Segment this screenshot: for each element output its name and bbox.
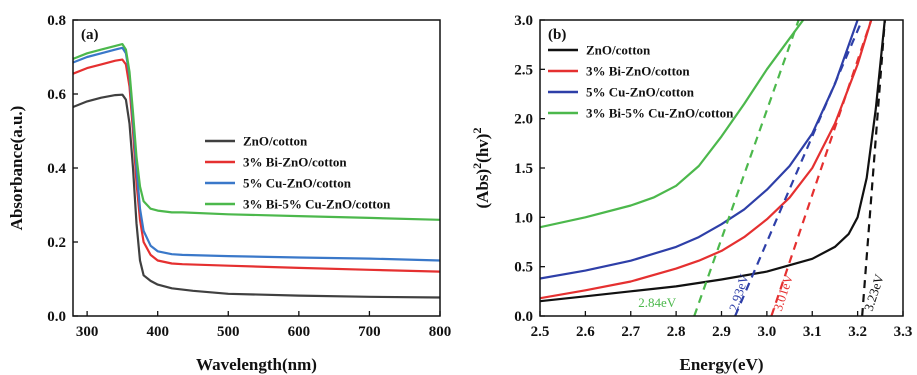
- a-y-tick-label: 0.6: [47, 87, 66, 103]
- b-tangent-line-3-23ev: [861, 20, 886, 316]
- a-series-line-zno-cotton: [73, 93, 440, 299]
- a-y-tick-label: 0.4: [47, 161, 66, 177]
- a-x-tick-label: 700: [358, 324, 381, 340]
- a-y-tick-label: 0.2: [47, 235, 66, 251]
- b-series-line-3pct-bi-5pct-cu-zno-cotton: [540, 20, 805, 229]
- b-x-tick-label: 3.0: [758, 324, 777, 340]
- a-series-line-3pct-bi-zno-cotton: [73, 58, 440, 273]
- a-series-line-3pct-bi-5pct-cu-zno-cotton: [73, 42, 440, 221]
- a-legend-label-5pct-cu-zno-cotton: 5% Cu-ZnO/cotton: [243, 176, 352, 191]
- a-x-tick-label: 600: [288, 324, 311, 340]
- a-y-tick-label: 0.0: [47, 309, 66, 325]
- b-series-line-zno-cotton: [540, 20, 886, 303]
- a-x-tick-label: 300: [76, 324, 99, 340]
- a-x-tick-label: 800: [429, 324, 452, 340]
- panel-a-legend: ZnO/cotton 3% Bi-ZnO/cotton 5% Cu-ZnO/cott…: [205, 134, 391, 212]
- b-tangent-line-3-01ev: [770, 20, 873, 316]
- b-x-tick-label: 3.1: [803, 324, 822, 340]
- panel-a-series: [73, 42, 440, 299]
- b-y-tick-label: 1.5: [514, 161, 533, 177]
- panel-b-y-ticks: 0.0 0.5 1.0 1.5 2.0 2.5 3.0: [514, 13, 545, 325]
- b-legend-label-5pct-cu-zno-cotton: 5% Cu-ZnO/cotton: [586, 85, 695, 100]
- panel-b-x-axis-title: Energy(eV): [679, 355, 763, 374]
- panel-a-y-axis-title: Absorbance(a.u.): [7, 106, 26, 231]
- panel-b-label: (b): [548, 27, 566, 43]
- panel-a-x-ticks: 300 400 500 600 700 800: [76, 311, 451, 340]
- b-bandgap-annotation-3-01ev: 3.01eV: [770, 272, 796, 313]
- b-tangent-line-2-93ev: [734, 20, 864, 316]
- b-y-tick-label: 2.5: [514, 62, 533, 78]
- b-y-tick-label: 0.0: [514, 309, 533, 325]
- b-x-tick-label: 2.8: [667, 324, 686, 340]
- panel-b-series: [540, 20, 886, 303]
- panel-a-label: (a): [81, 27, 99, 43]
- panel-b-x-ticks: 2.5 2.6 2.7 2.8 2.9 3.0 3.1 3.2 3.3: [531, 311, 913, 340]
- b-y-tick-label: 0.5: [514, 260, 533, 276]
- panel-a-chart: 300 400 500 600 700 800 0.0 0.2 0.4 0.6 0.8 ZnO/c…: [7, 13, 451, 374]
- panel-b-y-axis-title: (Abs)2(hv)2: [470, 128, 492, 209]
- a-legend-label-zno-cotton: ZnO/cotton: [243, 134, 308, 149]
- b-series-line-5pct-cu-zno-cotton: [540, 20, 859, 280]
- b-y-tick-label: 3.0: [514, 13, 533, 29]
- a-legend-label-3pct-bi-zno-cotton: 3% Bi-ZnO/cotton: [243, 155, 347, 170]
- b-y-tick-label: 2.0: [514, 112, 533, 128]
- panel-b-tangent-lines: [693, 20, 886, 316]
- b-x-tick-label: 2.7: [621, 324, 640, 340]
- a-series-line-5pct-cu-zno-cotton: [73, 46, 440, 262]
- b-x-tick-label: 2.6: [576, 324, 595, 340]
- b-series-line-3pct-bi-zno-cotton: [540, 20, 873, 300]
- b-tangent-line-2-84ev: [693, 20, 800, 316]
- panel-b-chart: 2.5 2.6 2.7 2.8 2.9 3.0 3.1 3.2 3.3 0.0 0.5 1.0 1.5…: [470, 13, 912, 374]
- a-y-tick-label: 0.8: [47, 13, 66, 29]
- b-bandgap-annotation-3-23ev: 3.23eV: [861, 272, 887, 313]
- b-legend-label-3pct-bi-zno-cotton: 3% Bi-ZnO/cotton: [586, 64, 690, 79]
- panel-b-legend: ZnO/cotton 3% Bi-ZnO/cotton 5% Cu-ZnO/cott…: [548, 43, 734, 121]
- b-x-tick-label: 2.5: [531, 324, 550, 340]
- panel-a-x-axis-title: Wavelength(nm): [196, 355, 317, 374]
- a-x-tick-label: 500: [217, 324, 240, 340]
- panel-a-y-ticks: 0.0 0.2 0.4 0.6 0.8: [47, 13, 78, 325]
- b-x-tick-label: 2.9: [712, 324, 731, 340]
- a-x-tick-label: 400: [146, 324, 169, 340]
- b-legend-label-zno-cotton: ZnO/cotton: [586, 43, 651, 58]
- b-x-tick-label: 3.3: [894, 324, 913, 340]
- b-x-tick-label: 3.2: [848, 324, 867, 340]
- b-bandgap-annotation-2-84ev: 2.84eV: [638, 295, 677, 310]
- a-legend-label-3pct-bi-5pct-cu-zno-cotton: 3% Bi-5% Cu-ZnO/cotton: [243, 197, 391, 212]
- b-legend-label-3pct-bi-5pct-cu-zno-cotton: 3% Bi-5% Cu-ZnO/cotton: [586, 106, 734, 121]
- b-y-tick-label: 1.0: [514, 210, 533, 226]
